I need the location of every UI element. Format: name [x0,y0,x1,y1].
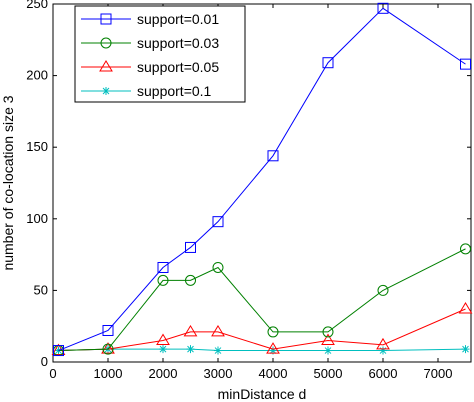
data-point [185,274,196,286]
x-tick-label: 0 [49,366,56,381]
legend-marker [100,37,112,49]
legend-item: support=0.03 [81,35,219,51]
x-tick-label: 5000 [314,366,343,381]
axis-ticks: 0 1000 2000 3000 4000 5000 6000 7000 0 50 100 150 20… [26,0,471,381]
data-point [156,333,170,346]
data-point [102,343,114,355]
data-point [212,261,224,273]
series-line [58,308,466,352]
legend-box [74,5,246,103]
data-point [322,326,334,338]
y-tick-label: 100 [26,211,48,226]
data-point [212,216,224,228]
legend: support=0.01 support=0.03 support=0.05 supp… [74,5,246,103]
legend-label: support=0.1 [137,83,212,99]
x-tick-label: 1000 [94,366,123,381]
data-point [53,345,64,357]
data-point [322,57,334,69]
y-tick-label: 0 [41,354,48,369]
data-point [458,302,473,314]
legend-item: support=0.05 [81,59,219,75]
data-point [324,346,332,355]
data-point [379,346,387,355]
data-point [267,150,279,162]
data-point [460,243,471,255]
data-point [377,2,389,14]
y-tick-label: 250 [26,0,48,11]
legend-item: support=0.1 [81,83,212,99]
y-tick-label: 50 [34,282,48,297]
data-point [460,58,471,70]
data-point [376,337,390,350]
series-layer [51,2,473,357]
y-axis-title: number of co-location size 3 [0,95,16,270]
data-point [186,345,195,354]
x-tick-label: 2000 [149,366,178,381]
data-point [185,241,196,253]
data-point [461,345,470,354]
series-1 [53,2,471,357]
data-point [157,261,169,273]
legend-item: support=0.01 [81,11,219,27]
x-tick-label: 6000 [369,366,398,381]
data-point [159,345,167,354]
data-point [183,324,198,337]
series-3 [51,302,473,356]
legend-label: support=0.01 [137,11,219,27]
legend-marker [100,13,112,25]
data-point [214,346,222,355]
y-tick-label: 200 [26,68,48,83]
legend-marker [102,87,110,95]
legend-marker [99,60,113,72]
data-point [157,274,169,286]
data-point [101,342,115,354]
legend-label: support=0.03 [137,35,219,51]
x-tick-label: 7000 [424,366,453,381]
data-point [211,324,225,337]
y-tick-label: 150 [26,139,48,154]
x-axis-title: minDistance d [218,386,307,402]
series-line [58,248,466,352]
data-point [321,333,335,346]
data-point [266,342,280,354]
x-tick-label: 3000 [204,366,233,381]
data-point [377,284,389,296]
x-tick-label: 4000 [259,366,288,381]
series-line [58,7,466,352]
legend-label: support=0.05 [137,59,219,75]
data-point [267,326,279,338]
data-point [102,324,114,336]
